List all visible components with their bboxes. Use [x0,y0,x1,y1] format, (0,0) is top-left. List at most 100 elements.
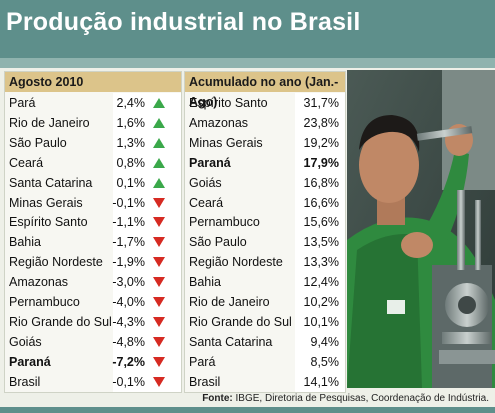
table-row: Brasil -0,1% [5,371,181,392]
page-title: Produção industrial no Brasil [6,8,361,36]
table-row: Brasil 14,1% [185,371,345,392]
table-row: São Paulo 1,3% [5,132,181,153]
value-cell-bg [295,152,345,173]
region-value: 10,1% [303,314,339,329]
table-row: Pernambuco 15,6% [185,212,345,233]
table-row: Ceará 0,8% [5,152,181,173]
region-value: -1,7% [112,235,145,250]
region-name: Bahia [189,275,221,290]
value-cell-bg [295,172,345,193]
table-row: Região Nordeste 13,3% [185,252,345,273]
value-cell-bg [295,212,345,233]
table-row: Pará 2,4% [5,93,181,113]
arrow-down-icon [153,297,165,307]
region-value: 15,6% [303,215,339,230]
region-value: 17,9% [303,155,339,170]
region-name: Região Nordeste [9,255,103,270]
table-row: Bahia -1,7% [5,232,181,253]
region-value: 13,5% [303,235,339,250]
region-name: Ceará [9,155,44,170]
table-row: Rio Grande do Sul -4,3% [5,311,181,332]
source-note: Fonte: IBGE, Diretoria de Pesquisas, Coo… [202,393,489,404]
arrow-up-icon [153,98,165,108]
table-row: Paraná 17,9% [185,152,345,173]
region-name: Brasil [9,374,41,389]
region-value: 14,1% [303,374,339,389]
region-value: -1,1% [112,215,145,230]
region-name: Região Nordeste [189,255,283,270]
region-name: Amazonas [9,275,69,290]
region-name: Goiás [189,175,222,190]
region-value: -7,2% [112,354,145,369]
region-value: 9,4% [310,334,340,349]
table-row: Santa Catarina 0,1% [5,172,181,193]
region-name: Espírito Santo [189,96,268,110]
worker-photo [347,70,495,388]
region-value: 13,3% [303,255,339,270]
value-cell-bg [295,93,345,113]
table-acumulado: Acumulado no ano (Jan.-Ago) Espírito San… [184,71,346,393]
region-value: 1,3% [116,135,146,150]
table-row: Ceará 16,6% [185,192,345,213]
arrow-down-icon [153,277,165,288]
table-row: Goiás -4,8% [5,331,181,352]
arrow-down-icon [153,257,165,268]
table-row: Minas Gerais -0,1% [5,192,181,213]
region-value: -4,0% [112,295,145,309]
region-name: Goiás [9,334,42,349]
value-cell-bg [295,272,345,293]
value-cell-bg [295,371,345,392]
value-cell-bg [295,252,345,273]
region-value: -4,3% [112,314,145,329]
table-row: Rio de Janeiro 1,6% [5,112,181,133]
arrow-up-icon [153,137,165,148]
bottom-rule [0,407,495,413]
value-cell-bg [295,132,345,153]
table-row: Paraná -7,2% [5,351,181,372]
region-value: 23,8% [303,115,339,130]
value-cell-bg [295,292,345,312]
region-value: 0,8% [116,155,146,170]
table-row: Espírito Santo 31,7% [185,93,345,113]
region-value: 0,1% [116,175,146,190]
region-name: Ceará [189,195,224,210]
table-agosto-title: Agosto 2010 [5,72,181,92]
arrow-up-icon [153,177,165,188]
arrow-down-icon [153,217,165,228]
region-value: -0,1% [112,374,145,389]
region-name: Santa Catarina [189,334,273,349]
arrow-down-icon [153,237,165,248]
arrow-up-icon [153,157,165,168]
region-value: 1,6% [116,115,146,130]
source-label: Fonte: [202,393,233,404]
table-row: Santa Catarina 9,4% [185,331,345,352]
table-row: Pernambuco -4,0% [5,292,181,312]
table-row: Rio Grande do Sul 10,1% [185,311,345,332]
region-value: 31,7% [303,96,339,110]
table-row: Região Nordeste -1,9% [5,252,181,273]
region-value: -1,9% [112,255,145,270]
arrow-down-icon [153,336,165,347]
region-value: 16,6% [303,195,339,210]
region-name: Rio de Janeiro [189,295,270,309]
table-agosto: Agosto 2010 Pará 2,4% Rio de Janeiro 1,6% Sã… [4,71,182,393]
region-name: Santa Catarina [9,175,93,190]
region-name: Minas Gerais [189,135,263,150]
region-name: São Paulo [9,135,67,150]
region-name: Rio Grande do Sul [9,314,112,329]
region-name: Amazonas [189,115,249,130]
region-name: Bahia [9,235,41,250]
arrow-down-icon [153,197,165,208]
value-cell-bg [295,232,345,253]
value-cell-bg [295,311,345,332]
region-name: Minas Gerais [9,195,83,210]
value-cell-bg [295,351,345,372]
region-value: 2,4% [116,96,146,110]
region-name: Paraná [9,354,51,369]
table-row: Amazonas 23,8% [185,112,345,133]
region-name: Rio de Janeiro [9,115,90,130]
value-cell-bg [295,112,345,133]
table-row: Bahia 12,4% [185,272,345,293]
region-name: Pernambuco [189,215,260,230]
table-row: Rio de Janeiro 10,2% [185,292,345,312]
